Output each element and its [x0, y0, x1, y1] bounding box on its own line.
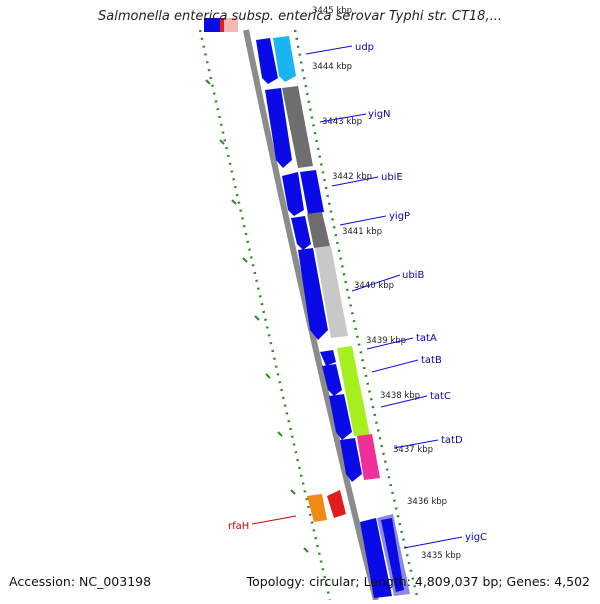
gene-arrow[interactable] — [327, 490, 346, 518]
gene-label-ubiB[interactable]: ubiB — [402, 270, 424, 281]
gene-arrow[interactable] — [291, 216, 311, 250]
tick-marks-left — [205, 79, 309, 553]
gene-arrows — [256, 36, 410, 598]
callout-lines — [305, 45, 463, 549]
gene-arrow[interactable] — [329, 394, 352, 440]
kbp-labels: 3445 kbp 3444 kbp 3443 kbp 3442 kbp 3441… — [312, 6, 461, 561]
gene-arrow[interactable] — [282, 172, 304, 216]
gene-arrow[interactable] — [357, 434, 380, 480]
kbp-tick-label: 3436 kbp — [407, 497, 447, 507]
kbp-tick-label: 3438 kbp — [380, 391, 420, 401]
gene-labels: udp yigN ubiE yigP ubiB tatA tatB tatC t… — [228, 42, 487, 543]
gene-arrow[interactable] — [256, 38, 278, 84]
gene-arrow[interactable] — [340, 438, 362, 482]
gene-arrow[interactable] — [337, 346, 370, 436]
callout-line-rfaH — [251, 515, 297, 525]
kbp-tick-label: 3442 kbp — [332, 172, 372, 182]
gene-top-pink[interactable] — [224, 18, 238, 32]
gene-arrow[interactable] — [265, 88, 292, 168]
kbp-tick-label: 3437 kbp — [393, 445, 433, 455]
genome-summary: Topology: circular; Length: 4,809,037 bp… — [246, 574, 590, 589]
gene-arrow[interactable] — [320, 350, 336, 366]
kbp-tick-label: 3444 kbp — [312, 62, 352, 72]
gene-label-ubiE[interactable]: ubiE — [381, 172, 403, 183]
kbp-tick-label: 3445 kbp — [312, 6, 352, 16]
gene-arrow[interactable] — [322, 364, 342, 396]
gene-arrow[interactable] — [300, 170, 324, 214]
map-title: Salmonella enterica subsp. enterica sero… — [98, 9, 502, 24]
gene-label-tatB[interactable]: tatB — [421, 355, 442, 366]
gene-label-tatC[interactable]: tatC — [430, 391, 451, 402]
gene-label-udp[interactable]: udp — [355, 42, 374, 53]
accession-label: Accession: NC_003198 — [9, 574, 152, 589]
gene-arrow[interactable] — [381, 518, 404, 592]
kbp-tick-label: 3440 kbp — [354, 281, 394, 291]
gene-label-tatD[interactable]: tatD — [441, 435, 463, 446]
gene-arrow[interactable] — [298, 248, 328, 340]
gene-arrow[interactable] — [315, 246, 348, 338]
gene-arrow[interactable] — [307, 212, 330, 248]
gene-label-yigP[interactable]: yigP — [389, 211, 410, 222]
gene-label-yigN[interactable]: yigN — [368, 109, 391, 120]
gene-arrow[interactable] — [273, 36, 296, 82]
kbp-tick-label: 3441 kbp — [342, 227, 382, 237]
gene-label-rfaH[interactable]: rfaH — [228, 521, 249, 532]
gene-arrow[interactable] — [282, 86, 313, 168]
gene-label-yigC[interactable]: yigC — [465, 532, 487, 543]
kbp-tick-label: 3439 kbp — [366, 336, 406, 346]
kbp-tick-label: 3435 kbp — [421, 551, 461, 561]
gene-arrow[interactable] — [307, 494, 327, 522]
gene-arrow[interactable] — [360, 518, 392, 598]
kbp-tick-label: 3443 kbp — [322, 117, 362, 127]
gene-top-blue[interactable] — [204, 18, 220, 32]
gene-label-tatA[interactable]: tatA — [416, 333, 437, 344]
